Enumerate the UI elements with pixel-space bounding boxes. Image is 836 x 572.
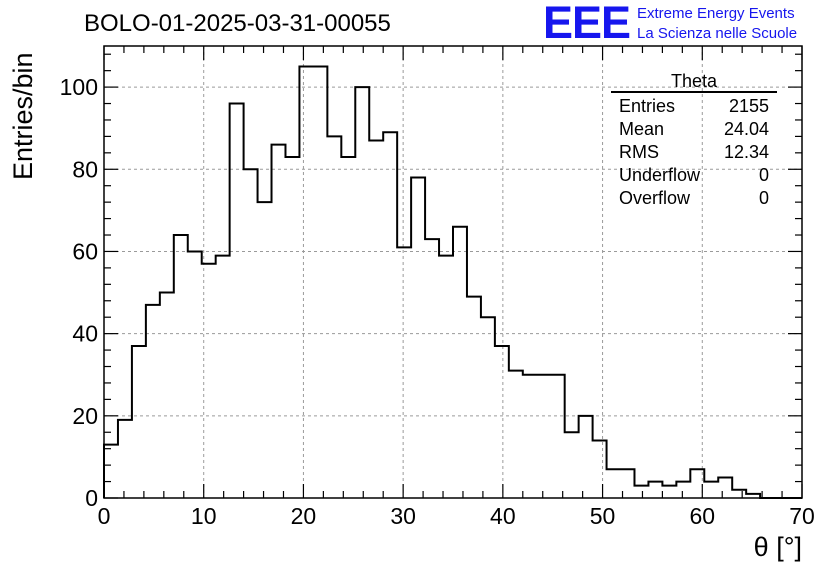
y-tick-label: 0 [85, 485, 98, 511]
y-tick-label: 20 [72, 403, 98, 429]
histogram-bin [369, 141, 383, 498]
y-tick-label: 100 [60, 74, 98, 100]
stats-value: 12.34 [723, 142, 769, 162]
histogram-bin [285, 157, 299, 498]
histogram-bin [258, 202, 272, 498]
histogram-bin [481, 317, 495, 498]
stats-value: 2155 [728, 96, 769, 116]
y-axis-label: Entries/bin [8, 52, 38, 180]
x-tick-label: 20 [291, 503, 317, 529]
histogram-bin [272, 145, 286, 498]
stats-value: 24.04 [723, 119, 769, 139]
histogram-bin [132, 346, 146, 498]
stats-value: 0 [758, 165, 769, 185]
histogram-bin [676, 482, 690, 498]
x-tick-label: 0 [98, 503, 111, 529]
logo-line-1: Extreme Energy Events [637, 5, 795, 22]
stats-label: Underflow [619, 165, 701, 185]
histogram-outline [103, 65, 802, 499]
histogram-bin [355, 87, 369, 498]
histogram-bin [104, 445, 118, 498]
stats-row-underflow: Underflow 0 [611, 164, 777, 187]
histogram-bin [383, 132, 397, 498]
histogram-bin [607, 469, 621, 498]
histogram-bin [565, 432, 579, 498]
stats-label: Entries [619, 96, 676, 116]
logo-text: Extreme Energy Events La Scienza nelle S… [637, 4, 797, 44]
histogram-bin [118, 420, 132, 498]
stats-row-entries: Entries 2155 [611, 95, 777, 118]
x-tick-label: 60 [689, 503, 715, 529]
histogram-bin [718, 477, 732, 498]
y-tick-label: 60 [72, 238, 98, 264]
y-tick-label: 40 [72, 321, 98, 347]
chart-title: BOLO-01-2025-03-31-00055 [84, 10, 391, 37]
stats-value: 0 [758, 188, 769, 208]
y-tick-label: 80 [72, 156, 98, 182]
histogram-bin [160, 293, 174, 498]
histogram-bin [327, 136, 341, 498]
histogram-bin [439, 256, 453, 498]
histogram-bin [216, 256, 230, 498]
stats-label: RMS [619, 142, 659, 162]
logo-line-2: La Scienza nelle Scuole [637, 25, 798, 42]
x-tick-label: 50 [590, 503, 616, 529]
x-tick-label: 40 [490, 503, 516, 529]
histogram-bin [230, 104, 244, 498]
x-axis-label: θ [°] [753, 532, 802, 562]
histogram-bin [537, 375, 551, 498]
histogram-bin [313, 67, 327, 498]
histogram-bin [732, 490, 746, 498]
plot-frame [103, 45, 803, 499]
histogram-bin [551, 375, 565, 498]
stats-row-overflow: Overflow 0 [611, 187, 777, 210]
histogram-bin [188, 251, 202, 498]
stats-label: Overflow [619, 188, 691, 208]
histogram-bin [662, 486, 676, 498]
histogram-bin [579, 416, 593, 498]
histogram-bin [174, 235, 188, 498]
histogram-bin [425, 239, 439, 498]
histogram-bin [648, 482, 662, 498]
histogram-bin [523, 375, 537, 498]
x-tick-label: 70 [789, 503, 815, 529]
histogram-bin [495, 346, 509, 498]
histogram-bin [593, 440, 607, 498]
stats-label: Mean [619, 119, 665, 139]
histogram-bin [467, 297, 481, 498]
x-tick-label: 10 [191, 503, 217, 529]
histogram-bin [397, 247, 411, 498]
histogram-bin [453, 227, 467, 498]
histogram-bin [634, 486, 648, 498]
stats-row-rms: RMS 12.34 [611, 141, 777, 164]
histogram-bin [704, 482, 718, 498]
histogram-bin [509, 371, 523, 498]
eee-logo: EEE [543, 0, 631, 48]
stats-title: Theta [611, 71, 777, 93]
histogram-bin [411, 177, 425, 498]
stats-row-mean: Mean 24.04 [611, 118, 777, 141]
stats-box: Theta Entries 2155 Mean 24.04 RMS 12.34 … [611, 71, 777, 210]
histogram-bin [341, 157, 355, 498]
x-tick-label: 30 [390, 503, 416, 529]
histogram-bin [299, 67, 313, 498]
